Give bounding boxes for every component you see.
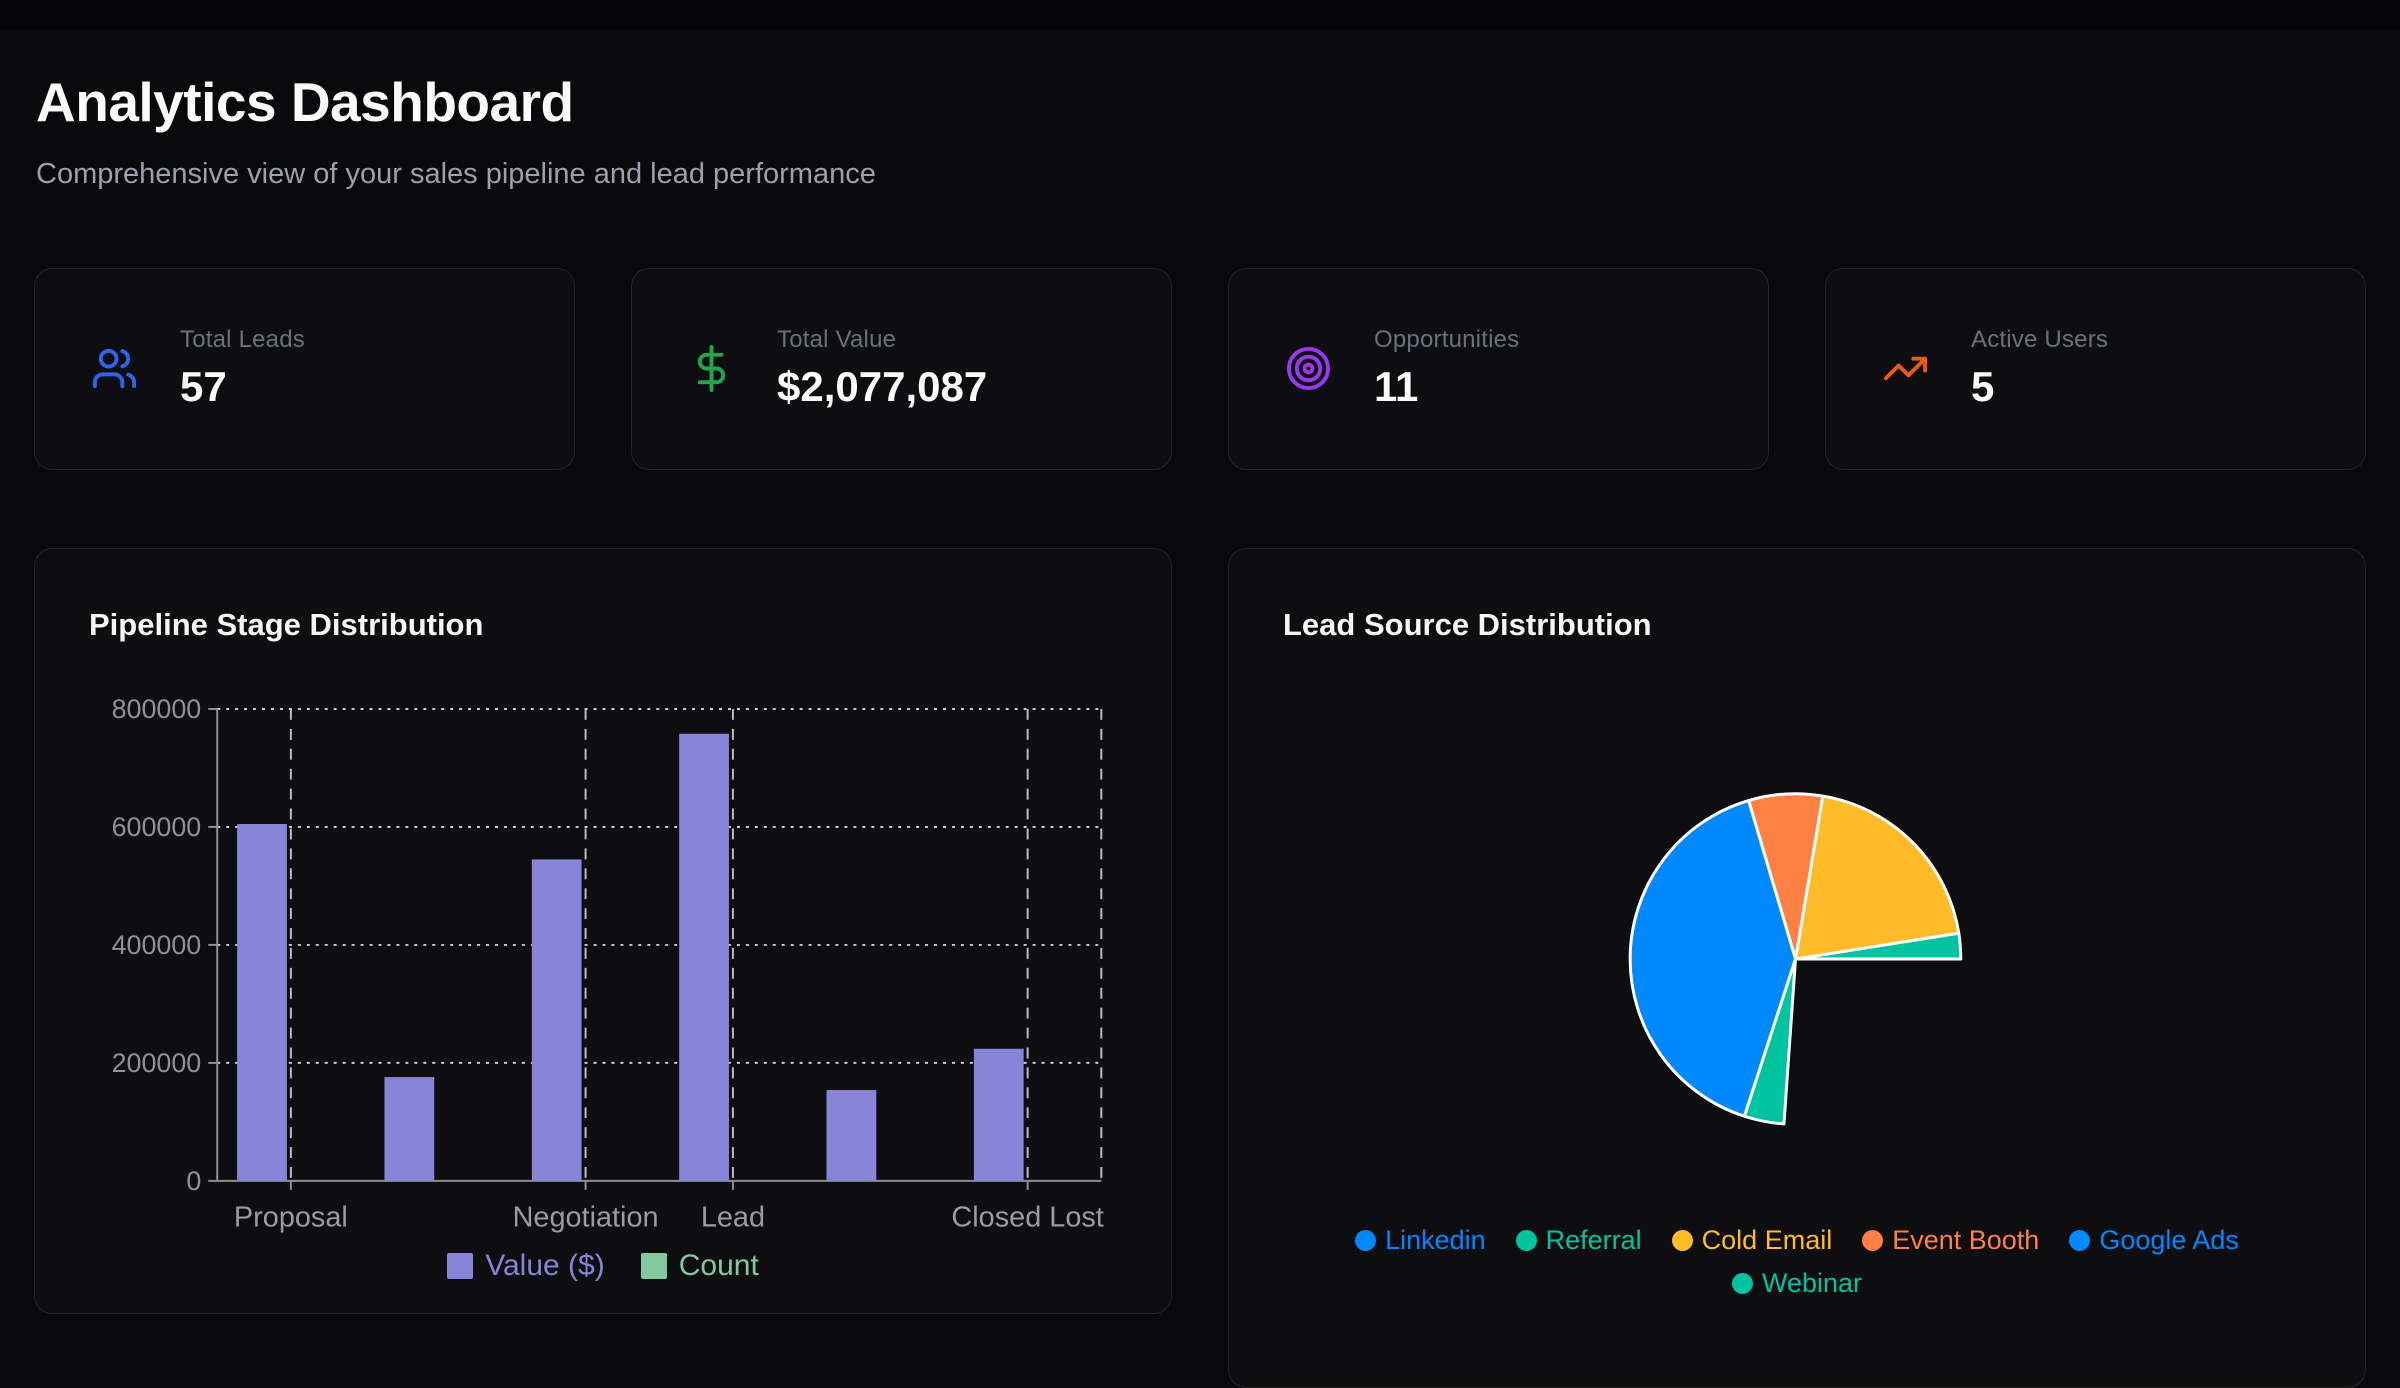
charts-row: Pipeline Stage Distribution 0 200000 40000… [34,547,2366,1388]
legend-label: Value ($) [485,1248,605,1282]
bar-chart-title: Pipeline Stage Distribution [89,606,484,642]
pie-slice-cold-email[interactable] [1794,794,1961,961]
stat-label: Total Leads [180,326,305,354]
pie-chart-legend: Linkedin Referral Cold Email Event Booth Goo… [1229,1225,2365,1299]
x-tick-label: Closed Lost [951,1201,1103,1233]
pie-chart[interactable] [1229,549,2365,1387]
page-title: Analytics Dashboard [36,71,574,133]
legend-swatch [1731,1272,1753,1294]
stats-row: Total Leads 57 Total Value $2,077,087 Op… [34,267,2366,470]
legend-label: Cold Email [1701,1224,1833,1255]
target-icon [1285,345,1332,392]
stat-card-total-value: Total Value $2,077,087 [631,267,1172,470]
bar-closed-lost[interactable] [973,1048,1024,1181]
lead-source-card: Lead Source Distribution Linkedin Referra… [1228,547,2366,1388]
legend-label: Count [678,1248,759,1282]
legend-label: Webinar [1761,1267,1863,1298]
trending-up-icon [1882,345,1929,392]
y-tick-label: 200000 [112,1048,202,1078]
y-tick-label: 600000 [112,812,202,842]
users-icon [91,345,138,392]
top-strip [0,0,2400,30]
legend-swatch [1355,1229,1377,1251]
bar-lead[interactable] [679,733,729,1181]
stat-value: 57 [180,363,227,411]
legend-swatch [1671,1229,1693,1251]
x-tick-label: Negotiation [513,1201,659,1233]
bar-category-2[interactable] [384,1076,435,1181]
bar-negotiation[interactable] [531,859,582,1181]
legend-label: Google Ads [2099,1224,2239,1255]
stat-label: Opportunities [1374,326,1520,354]
bar-chart[interactable]: 0 200000 400000 600000 800000 Proposal Negotia… [35,549,1171,1313]
pie-legend-row: Linkedin Referral Cold Email Event Booth Goo… [1355,1225,2239,1256]
legend-label: Referral [1545,1224,1642,1255]
stat-label: Active Users [1971,326,2109,354]
legend-swatch [1862,1229,1884,1251]
y-tick-label: 0 [186,1166,201,1196]
legend-item-linkedin[interactable]: Linkedin [1355,1225,1486,1256]
y-tick-label: 400000 [112,930,202,960]
dollar-sign-icon [688,345,735,393]
bar-chart-legend: Value ($) Count [35,1249,1171,1283]
pie-slice-google-ads[interactable] [1628,798,1797,1118]
legend-label: Event Booth [1892,1224,2040,1255]
x-tick-label: Lead [701,1201,765,1233]
stat-value: $2,077,087 [777,363,988,411]
legend-swatch [447,1252,474,1279]
pie-legend-row: Webinar [1731,1267,1863,1299]
stat-value: 11 [1374,363,1419,411]
legend-label: Linkedin [1385,1224,1486,1255]
pie-slice-webinar[interactable] [1742,957,1797,1126]
legend-item-value[interactable]: Value ($) [447,1249,605,1283]
stat-card-total-leads: Total Leads 57 [34,267,575,470]
legend-item-count[interactable]: Count [640,1248,759,1283]
legend-item-cold-email[interactable]: Cold Email [1671,1224,1833,1256]
legend-item-referral[interactable]: Referral [1515,1224,1642,1256]
x-tick-label: Proposal [234,1201,348,1233]
legend-item-google-ads[interactable]: Google Ads [2069,1225,2239,1256]
stat-label: Total Value [777,326,897,354]
pipeline-stage-card: Pipeline Stage Distribution 0 200000 40000… [34,547,1172,1314]
legend-swatch [1515,1229,1537,1251]
stat-card-active-users: Active Users 5 [1825,267,2366,470]
legend-item-event-booth[interactable]: Event Booth [1862,1225,2039,1256]
dashboard-header: Analytics Dashboard Comprehensive view o… [0,30,2400,191]
legend-swatch [640,1252,667,1279]
stat-card-opportunities: Opportunities 11 [1228,267,1769,470]
legend-item-webinar[interactable]: Webinar [1731,1267,1863,1299]
bar-proposal[interactable] [237,823,287,1181]
y-tick-label: 800000 [112,694,202,724]
page-subtitle: Comprehensive view of your sales pipelin… [36,157,876,190]
stat-value: 5 [1971,363,1995,411]
legend-swatch [2069,1229,2091,1251]
pie-chart-title: Lead Source Distribution [1283,606,1652,642]
bar-category-5[interactable] [826,1089,877,1181]
